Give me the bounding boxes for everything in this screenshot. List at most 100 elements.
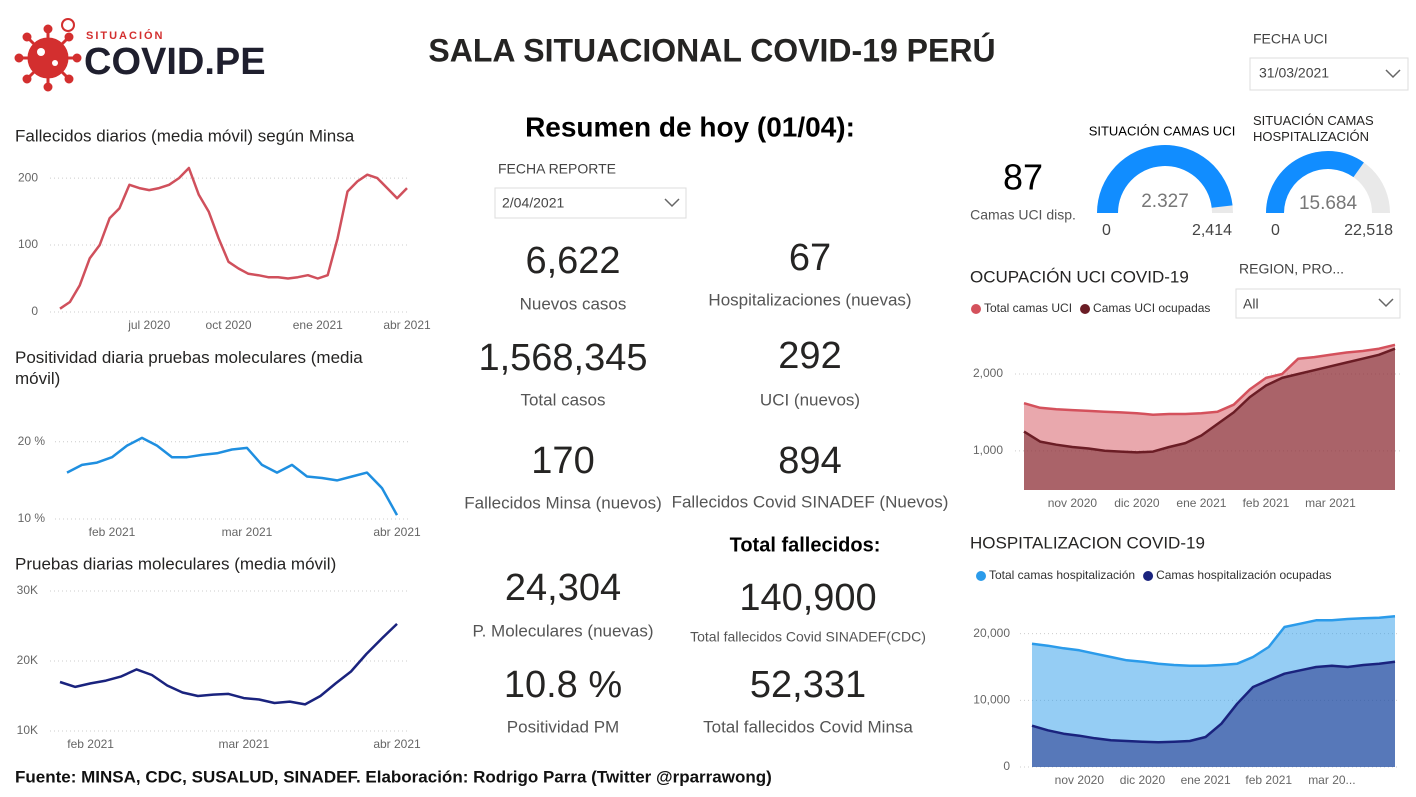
x-tick-label: abr 2021 (373, 737, 421, 751)
x-tick-label: ene 2021 (1181, 773, 1231, 787)
y-tick-label: 20,000 (973, 626, 1010, 640)
dropdown[interactable]: 2/04/2021 (494, 187, 687, 219)
x-tick-label: feb 2021 (67, 737, 114, 751)
area (1024, 348, 1395, 490)
y-tick-label: 100 (18, 237, 38, 251)
y-tick-label: 10K (17, 723, 38, 737)
x-tick-label: nov 2020 (1048, 496, 1098, 510)
filter-label: REGION, PRO... (1239, 261, 1344, 277)
line (59, 166, 408, 310)
legend-marker (976, 571, 986, 581)
gauge-min: 0 (1102, 222, 1111, 239)
gauge-fill (1097, 145, 1233, 213)
kpi-value: 140,900 (739, 577, 876, 619)
x-tick-label: nov 2020 (1055, 773, 1105, 787)
line (1031, 615, 1396, 667)
x-tick-label: dic 2020 (1120, 773, 1166, 787)
y-tick-label: 0 (1003, 759, 1010, 773)
kpi-label: Fallecidos Covid SINADEF (Nuevos) (672, 492, 949, 511)
x-tick-label: jul 2020 (127, 318, 170, 332)
y-tick-label: 200 (18, 170, 38, 184)
x-tick-label: oct 2020 (206, 318, 252, 332)
summary-title: Resumen de hoy (01/04): (525, 111, 855, 142)
legend-label: Total camas hospitalización (989, 568, 1135, 582)
kpi-value: 1,568,345 (478, 337, 647, 379)
x-tick-label: feb 2021 (89, 525, 136, 539)
area (1032, 661, 1395, 767)
x-tick-label: abr 2021 (383, 318, 431, 332)
gauge-value: 2.327 (1141, 191, 1189, 212)
kpi-label: Total casos (520, 390, 605, 409)
chart-title: Pruebas diarias moleculares (media móvil… (15, 554, 336, 573)
kpi-label: Total fallecidos Covid Minsa (703, 717, 913, 736)
chart-title: Positividad diaria pruebas moleculares (… (15, 348, 363, 388)
kpi-value: 24,304 (505, 567, 621, 609)
y-tick-label: 30K (17, 583, 38, 597)
chart-title: OCUPACIÓN UCI COVID-19 (970, 267, 1189, 286)
y-tick-label: 10,000 (973, 693, 1010, 707)
line (1023, 343, 1396, 416)
kpi-label: Positividad PM (507, 717, 619, 736)
gauge-title: SITUACIÓN CAMAS HOSPITALIZACIÓN (1253, 113, 1374, 144)
legend-label: Total camas UCI (984, 301, 1072, 315)
filter-label: FECHA REPORTE (498, 161, 616, 177)
line (59, 622, 398, 706)
deaths-title: Total fallecidos: (730, 534, 881, 556)
y-tick-label: 2,000 (973, 366, 1003, 380)
dropdown-value: 31/03/2021 (1259, 65, 1329, 81)
footer: Fuente: MINSA, CDC, SUSALUD, SINADEF. El… (15, 767, 772, 786)
chart-title: HOSPITALIZACION COVID-19 (970, 533, 1205, 552)
kpi-value: 6,622 (525, 240, 620, 282)
gauge-fill (1266, 150, 1364, 213)
x-tick-label: feb 2021 (1245, 773, 1292, 787)
dropdown[interactable]: 31/03/2021 (1249, 57, 1409, 91)
x-tick-label: abr 2021 (373, 525, 421, 539)
kpi-value: 52,331 (750, 664, 866, 706)
kpi-label: Total fallecidos Covid SINADEF(CDC) (690, 629, 926, 645)
dropdown-value: 2/04/2021 (502, 195, 564, 211)
x-tick-label: mar 2021 (1305, 496, 1356, 510)
dropdown[interactable]: All (1235, 288, 1401, 319)
kpi-label: UCI (nuevos) (760, 390, 860, 409)
x-tick-label: mar 2021 (222, 525, 273, 539)
legend-marker (971, 304, 981, 314)
line (66, 436, 399, 516)
x-tick-label: mar 2021 (218, 737, 269, 751)
gauge-value: 15.684 (1299, 193, 1358, 214)
kpi-value: 67 (789, 237, 831, 279)
y-tick-label: 1,000 (973, 443, 1003, 457)
kpi-value: 894 (778, 440, 841, 482)
legend-label: Camas UCI ocupadas (1093, 301, 1210, 315)
dropdown-value: All (1243, 296, 1259, 312)
gauge-max: 2,414 (1192, 222, 1232, 239)
kpi-label: Fallecidos Minsa (nuevos) (464, 493, 661, 512)
uci-available-value: 87 (1003, 157, 1043, 198)
x-tick-label: ene 2021 (1176, 496, 1226, 510)
legend-marker (1143, 571, 1154, 581)
x-tick-label: ene 2021 (293, 318, 343, 332)
logo: COVID.PE (84, 41, 266, 83)
gauge-min: 0 (1271, 222, 1280, 239)
kpi-label: Nuevos casos (520, 294, 627, 313)
kpi-label: Hospitalizaciones (nuevas) (708, 290, 911, 309)
kpi-value: 170 (531, 440, 594, 482)
line (1031, 660, 1396, 744)
y-tick-label: 10 % (18, 511, 46, 525)
gauge-max: 22,518 (1344, 222, 1393, 239)
legend-marker (1080, 304, 1091, 314)
kpi-label: P. Moleculares (nuevas) (472, 621, 653, 640)
logo-icon (14, 18, 82, 92)
y-tick-label: 20 % (18, 434, 46, 448)
chart-title: Fallecidos diarios (media móvil) según M… (15, 126, 355, 145)
filter-label: FECHA UCI (1253, 31, 1328, 47)
kpi-value: 292 (778, 335, 841, 377)
y-tick-label: 20K (17, 653, 38, 667)
x-tick-label: feb 2021 (1243, 496, 1290, 510)
kpi-value: 10.8 % (504, 664, 622, 706)
x-tick-label: dic 2020 (1114, 496, 1160, 510)
page-title: SALA SITUACIONAL COVID-19 PERÚ (428, 32, 995, 68)
y-tick-label: 0 (31, 304, 38, 318)
gauge-title: SITUACIÓN CAMAS UCI (1089, 123, 1236, 138)
